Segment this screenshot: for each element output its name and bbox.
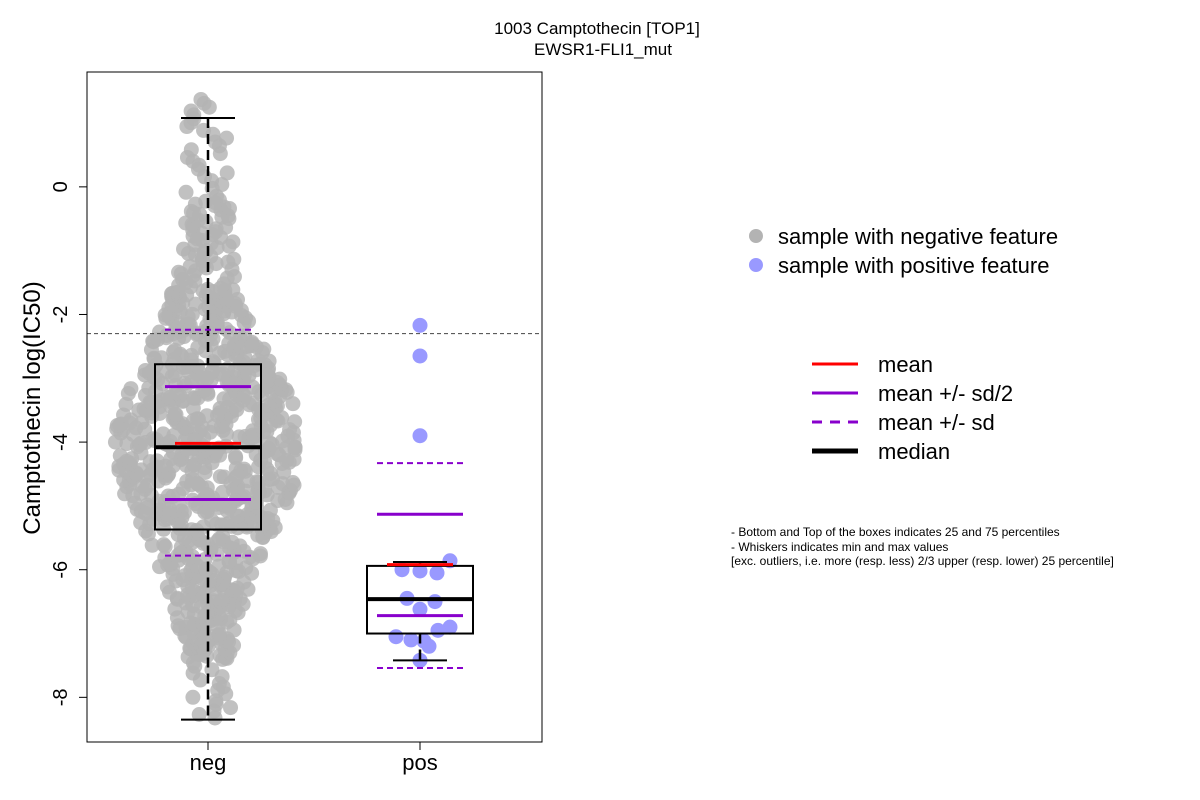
data-point-neg (167, 342, 183, 358)
data-point-neg (171, 264, 187, 280)
data-point-pos (412, 428, 428, 444)
data-point-neg (144, 537, 160, 553)
data-point-neg (212, 469, 228, 485)
chart-subtitle: EWSR1-FLI1_mut (534, 40, 672, 59)
data-point-neg (157, 550, 173, 566)
data-point-pos (412, 348, 428, 364)
note-line-3: [exc. outliers, i.e. more (resp. less) 2… (731, 554, 1114, 568)
legend-swatch-point (749, 229, 763, 243)
x-tick-label: pos (402, 750, 437, 775)
data-point-neg (200, 281, 216, 297)
data-point-pos (412, 601, 428, 617)
data-point-neg (149, 453, 165, 469)
box-neg (154, 116, 262, 721)
data-point-neg (237, 328, 253, 344)
plot-area (87, 91, 542, 726)
data-point-neg (225, 234, 241, 250)
data-point-neg (226, 251, 242, 267)
data-point-pos (388, 629, 404, 645)
data-point-neg (151, 324, 167, 340)
data-point-neg (219, 130, 235, 146)
legend-swatch-point (749, 258, 763, 272)
data-point-neg (191, 707, 207, 723)
y-tick-label: -8 (50, 688, 72, 706)
note-line-1: - Bottom and Top of the boxes indicates … (731, 525, 1060, 539)
legend-label-line: mean +/- sd (878, 410, 995, 435)
data-point-neg (193, 91, 209, 107)
data-point-pos (421, 638, 437, 654)
data-point-neg (112, 448, 128, 464)
data-point-neg (123, 381, 139, 397)
data-point-pos (412, 317, 428, 333)
legend-label-line: mean (878, 352, 933, 377)
data-point-neg (156, 537, 172, 553)
legend-label-line: mean +/- sd/2 (878, 381, 1013, 406)
box-pos (366, 462, 474, 669)
x-tick-label: neg (190, 750, 227, 775)
notes: - Bottom and Top of the boxes indicates … (731, 525, 1114, 568)
axes: -8 -6 -4 -2 0 neg pos (50, 71, 543, 775)
data-point-neg (183, 103, 199, 119)
data-point-neg (183, 142, 199, 158)
y-tick-label: -2 (50, 306, 72, 324)
data-point-neg (178, 215, 194, 231)
data-point-neg (216, 391, 232, 407)
data-point-neg (252, 546, 268, 562)
data-point-neg (153, 350, 169, 366)
y-tick-label: -6 (50, 561, 72, 579)
legend: sample with negative feature sample with … (749, 224, 1058, 464)
data-point-neg (215, 528, 231, 544)
legend-label-point: sample with positive feature (778, 253, 1049, 278)
data-point-pos (430, 622, 446, 638)
data-point-pos (427, 594, 443, 610)
legend-label-line: median (878, 439, 950, 464)
y-tick-label: -4 (50, 433, 72, 451)
data-point-neg (285, 396, 301, 412)
data-point-neg (287, 414, 303, 430)
data-point-neg (176, 241, 192, 257)
neg-points (107, 91, 303, 726)
chart-title: 1003 Camptothecin [TOP1] (494, 19, 700, 38)
data-point-neg (262, 435, 278, 451)
data-point-neg (155, 426, 171, 442)
data-point-neg (182, 258, 198, 274)
data-point-pos (412, 563, 428, 579)
legend-label-point: sample with negative feature (778, 224, 1058, 249)
data-point-neg (199, 408, 215, 424)
data-point-pos (442, 619, 458, 635)
data-point-neg (228, 448, 244, 464)
data-point-pos (403, 632, 419, 648)
pos-points (388, 317, 458, 668)
data-point-neg (223, 700, 239, 716)
data-point-neg (185, 689, 201, 705)
data-point-neg (178, 184, 194, 200)
y-tick-label: 0 (50, 181, 72, 192)
data-point-neg (285, 475, 301, 491)
plot-frame (86, 71, 543, 743)
data-point-neg (219, 165, 235, 181)
note-line-2: - Whiskers indicates min and max values (731, 540, 948, 554)
y-axis-label: Camptothecin log(IC50) (19, 281, 46, 534)
data-point-pos (429, 565, 445, 581)
